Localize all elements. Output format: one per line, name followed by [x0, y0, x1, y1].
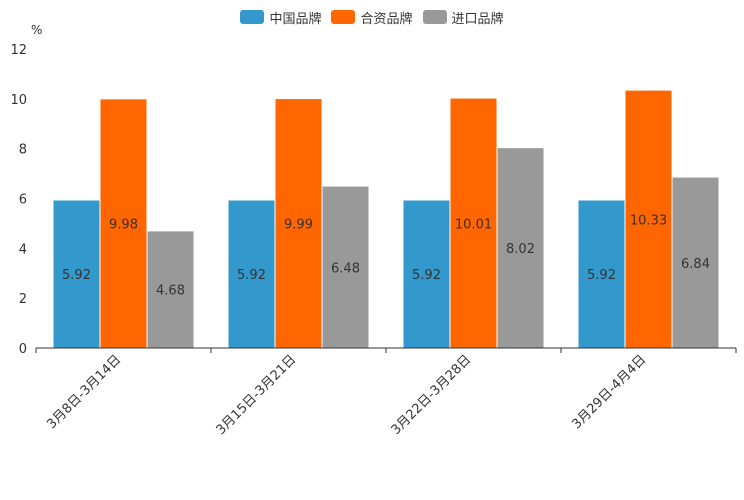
y-axis-ticks: 0 2 4 6 8 10 12: [10, 43, 27, 357]
legend-swatch-china-brand: [240, 10, 265, 24]
bar-joint-venture-brand[interactable]: [275, 99, 322, 349]
bar-value-label: 6.84: [681, 257, 710, 272]
value-labels: 5.92 9.98 4.68 5.92 9.99 6.48 5.92 10.01 8.02 5.9…: [62, 213, 710, 298]
legend-label-joint-venture-brand: 合资品牌: [360, 11, 413, 27]
bar-value-label: 10.01: [455, 217, 492, 232]
bar-joint-venture-brand[interactable]: [100, 99, 147, 348]
bar-imported-brand[interactable]: [672, 177, 719, 348]
legend-swatch-imported-brand: [422, 10, 447, 24]
y-tick-label: 0: [19, 342, 27, 357]
y-tick-label: 10: [10, 93, 27, 108]
legend-item-imported-brand[interactable]: 进口品牌: [422, 8, 504, 27]
x-axis-ticks: 3月8日-3月14日 3月15日-3月21日 3月22日-3月28日 3月29日-4月…: [35, 348, 737, 438]
legend-label-imported-brand: 进口品牌: [451, 11, 504, 27]
bar-value-label: 8.02: [506, 242, 535, 257]
x-tick-label: 3月22日-3月28日: [389, 352, 475, 438]
y-axis-unit-label: %: [31, 23, 42, 37]
bar-value-label: 10.33: [630, 213, 667, 228]
bar-value-label: 5.92: [587, 268, 616, 283]
y-tick-label: 6: [19, 193, 27, 208]
bar-china-brand[interactable]: [228, 200, 275, 348]
x-tick-label: 3月15日-3月21日: [214, 352, 300, 438]
bars: [53, 90, 719, 349]
bar-joint-venture-brand[interactable]: [625, 90, 672, 348]
bar-value-label: 9.98: [109, 218, 138, 233]
y-tick-label: 8: [19, 143, 27, 158]
bar-value-label: 6.48: [331, 261, 360, 276]
legend-swatch-joint-venture-brand: [331, 10, 356, 24]
legend: 中国品牌 合资品牌 进口品牌: [0, 6, 744, 28]
bar-value-label: 5.92: [237, 268, 266, 283]
bar-value-label: 5.92: [412, 268, 441, 283]
y-tick-label: 12: [10, 43, 27, 58]
y-tick-label: 2: [19, 292, 27, 307]
bar-china-brand[interactable]: [403, 200, 450, 348]
legend-item-china-brand[interactable]: 中国品牌: [240, 8, 321, 27]
bar-value-label: 5.92: [62, 268, 91, 283]
x-tick-label: 3月8日-3月14日: [44, 352, 124, 432]
legend-item-joint-venture-brand[interactable]: 合资品牌: [331, 8, 413, 27]
x-tick-label: 3月29日-4月4日: [569, 352, 649, 432]
bar-imported-brand[interactable]: [497, 148, 544, 348]
bar-joint-venture-brand[interactable]: [450, 98, 497, 348]
bar-value-label: 9.99: [284, 218, 313, 233]
legend-label-china-brand: 中国品牌: [269, 11, 322, 27]
bar-imported-brand[interactable]: [147, 231, 194, 348]
bar-value-label: 4.68: [156, 284, 185, 299]
bar-china-brand[interactable]: [53, 200, 100, 348]
y-tick-label: 4: [19, 242, 27, 257]
bar-imported-brand[interactable]: [322, 186, 369, 348]
bar-china-brand[interactable]: [578, 200, 625, 348]
